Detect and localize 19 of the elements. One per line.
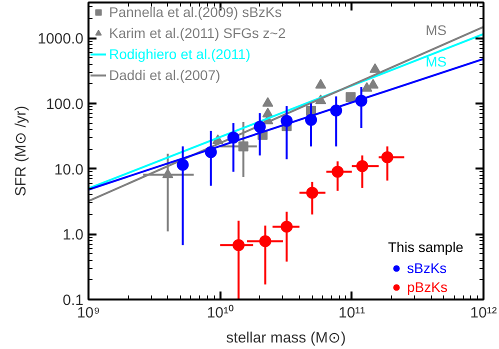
x-tick-label: 10¹⁰	[206, 304, 234, 322]
legend-label: Pannella et al.(2009) sBzKs	[109, 4, 282, 20]
legend-title: This sample	[388, 239, 464, 255]
y-tick-label: 1.0	[62, 226, 84, 244]
x-axis-title: stellar mass (M⊙)	[226, 330, 346, 346]
annotation: MS	[426, 54, 447, 70]
y-tick-label: 100.0	[46, 96, 84, 113]
legend-label: sBzKs	[407, 260, 447, 276]
y-tick-label: 10.0	[54, 161, 84, 178]
x-tick-label: 10¹²	[470, 304, 497, 322]
legend-label: pBzKs	[407, 279, 448, 295]
y-axis-title: SFR (M⊙ /yr)	[12, 106, 30, 196]
x-tick-label: 10¹¹	[338, 304, 366, 322]
annotation: MS	[426, 22, 447, 38]
legend-label: Karim et al.(2011) SFGs z~2	[109, 25, 286, 41]
legend-label: Daddi et al.(2007)	[109, 67, 220, 83]
x-tick-label: 10⁹	[76, 304, 100, 322]
legend-label: Rodighiero et al.(2011)	[109, 46, 250, 62]
y-tick-label: 1000.0	[38, 30, 84, 48]
